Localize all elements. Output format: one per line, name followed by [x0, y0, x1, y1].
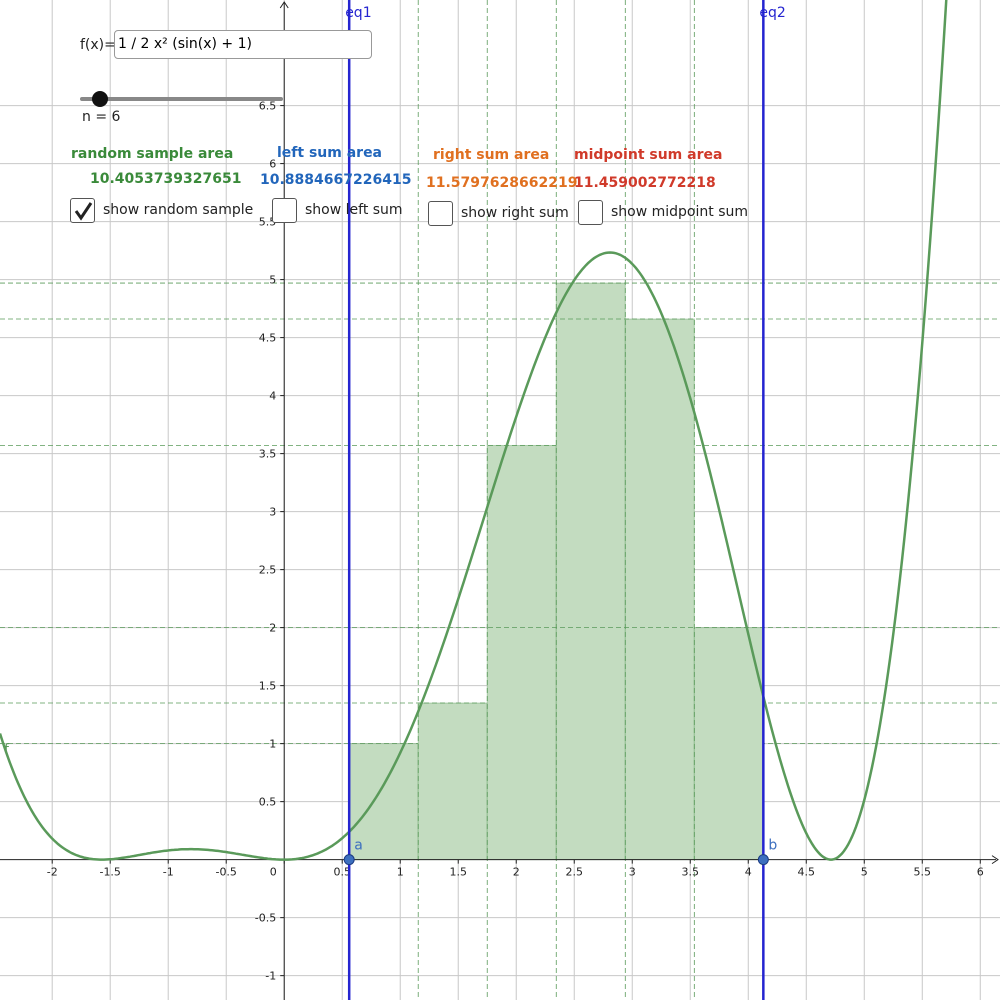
y-tick-label: 3	[269, 506, 276, 519]
y-tick-label: 2	[269, 622, 276, 635]
y-tick-label: -0.5	[255, 912, 276, 925]
y-tick-label: 1.5	[259, 680, 277, 693]
riemann-rect	[555, 282, 626, 861]
checkbox[interactable]	[578, 200, 603, 225]
point-label: a	[354, 838, 363, 854]
x-axis-arrow	[991, 855, 999, 865]
slider-knob[interactable]	[92, 91, 108, 107]
y-tick-label: 1	[269, 738, 276, 751]
x-tick-label: -0.5	[215, 866, 236, 879]
x-tick-label: -2	[47, 866, 58, 879]
x-tick-label: 4	[745, 866, 752, 879]
x-tick-label: -1	[163, 866, 174, 879]
y-tick-label: 4.5	[259, 332, 277, 345]
riemann-rect	[624, 318, 695, 861]
line-label: eq2	[759, 5, 785, 21]
check-path	[74, 202, 93, 221]
y-tick-label: 5	[269, 274, 276, 287]
point	[343, 854, 355, 866]
checkbox[interactable]	[70, 198, 95, 223]
x-tick-label: 5	[861, 866, 868, 879]
slider-label: n = 6	[82, 109, 121, 125]
y-tick-label: -1	[265, 970, 276, 983]
x-tick-label: 0	[270, 866, 277, 879]
y-tick-label: 2.5	[259, 564, 277, 577]
checkbox-label[interactable]: show left sum	[305, 202, 403, 218]
input-label: f(x)=	[80, 37, 116, 53]
y-tick-label: 6	[269, 158, 276, 171]
point	[757, 854, 769, 866]
y-axis-arrow	[279, 1, 289, 9]
area-title: right sum area	[433, 147, 550, 163]
y-tick-label: 3.5	[259, 448, 277, 461]
x-tick-label: 6	[977, 866, 984, 879]
riemann-rect	[417, 702, 488, 861]
function-input[interactable]: 1 / 2 x² (sin(x) + 1)	[114, 30, 372, 59]
slider-track[interactable]	[80, 97, 283, 101]
area-title: midpoint sum area	[574, 147, 723, 163]
x-tick-label: -1.5	[99, 866, 120, 879]
y-tick-label: 4	[269, 390, 276, 403]
x-tick-label: 2.5	[565, 866, 583, 879]
x-tick-label: 1.5	[449, 866, 467, 879]
x-tick-label: 1	[397, 866, 404, 879]
checkbox-label[interactable]: show right sum	[461, 205, 569, 221]
x-tick-label: 5.5	[914, 866, 932, 879]
check-mark	[74, 202, 93, 221]
x-tick-label: 3.5	[682, 866, 700, 879]
area-value: 10.4053739327651	[90, 171, 242, 187]
x-tick-label: 4.5	[798, 866, 816, 879]
area-value: 11.5797628662219	[426, 175, 578, 191]
riemann-rect	[693, 627, 764, 861]
y-tick-label: 6.5	[259, 100, 277, 113]
riemann-rect	[486, 444, 557, 861]
y-tick-label: 5.5	[259, 216, 277, 229]
point-label: b	[768, 838, 777, 854]
x-tick-label: 2	[513, 866, 520, 879]
x-tick-label: 3	[629, 866, 636, 879]
area-value: 10.8884667226415	[260, 172, 412, 188]
checkbox-label[interactable]: show midpoint sum	[611, 204, 749, 220]
y-tick-label: 0.5	[259, 796, 277, 809]
line-label: eq1	[345, 5, 371, 21]
function-label: f	[4, 742, 10, 758]
checkbox[interactable]	[272, 198, 297, 223]
checkbox[interactable]	[428, 201, 453, 226]
function-curve	[0, 0, 948, 861]
riemann-rect	[348, 743, 419, 861]
checkbox-label[interactable]: show random sample	[103, 202, 254, 218]
x-tick-label: 0.5	[333, 866, 351, 879]
area-value: 11.459002772218	[574, 175, 716, 191]
area-title: random sample area	[71, 146, 234, 162]
area-title: left sum area	[277, 145, 383, 161]
